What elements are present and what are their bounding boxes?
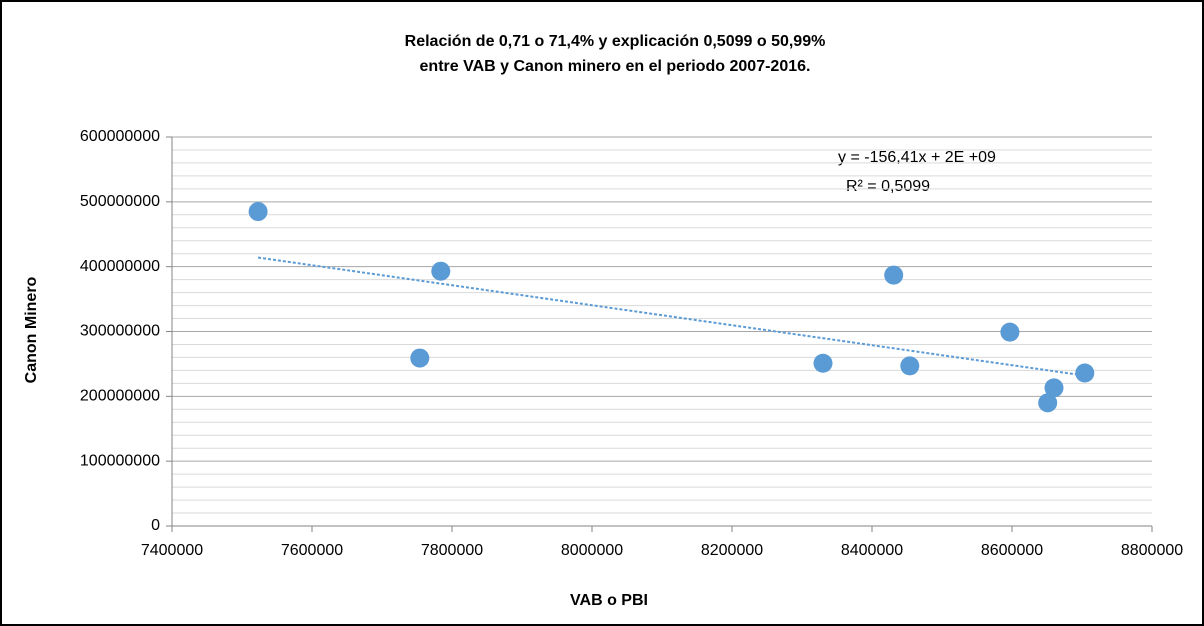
data-point — [900, 356, 920, 376]
data-point — [1044, 378, 1064, 398]
y-tick-label: 100000000 — [80, 452, 160, 469]
trendline-equation: y = -156,41x + 2E +09 — [838, 149, 996, 166]
data-point — [1075, 363, 1095, 383]
data-point — [1000, 322, 1020, 342]
x-tick-label: 8400000 — [841, 542, 903, 559]
chart-subtitle: entre VAB y Canon minero en el periodo 2… — [420, 58, 811, 75]
y-tick-label: 0 — [151, 517, 160, 534]
data-point — [248, 202, 268, 222]
y-tick-label: 300000000 — [80, 323, 160, 340]
y-tick-label: 400000000 — [80, 258, 160, 275]
r-squared: R² = 0,5099 — [846, 178, 930, 195]
trendline — [257, 256, 1085, 377]
x-tick-label: 7800000 — [421, 542, 483, 559]
chart-title: Relación de 0,71 o 71,4% y explicación 0… — [405, 33, 826, 50]
x-tick-label: 8000000 — [561, 542, 623, 559]
x-tick-label: 8200000 — [701, 542, 763, 559]
y-tick-label: 500000000 — [80, 193, 160, 210]
y-axis-label: Canon Minero — [23, 276, 40, 383]
x-tick-label: 8600000 — [981, 542, 1043, 559]
x-tick-label: 8800000 — [1121, 542, 1183, 559]
data-point — [1038, 393, 1058, 413]
data-point — [884, 265, 904, 285]
y-tick-label: 600000000 — [80, 128, 160, 145]
data-point — [410, 348, 430, 368]
x-tick-label: 7600000 — [281, 542, 343, 559]
x-tick-label: 7400000 — [141, 542, 203, 559]
data-point — [431, 261, 451, 281]
data-point — [813, 353, 833, 373]
y-tick-label: 200000000 — [80, 388, 160, 405]
x-axis-label: VAB o PBI — [570, 592, 648, 609]
